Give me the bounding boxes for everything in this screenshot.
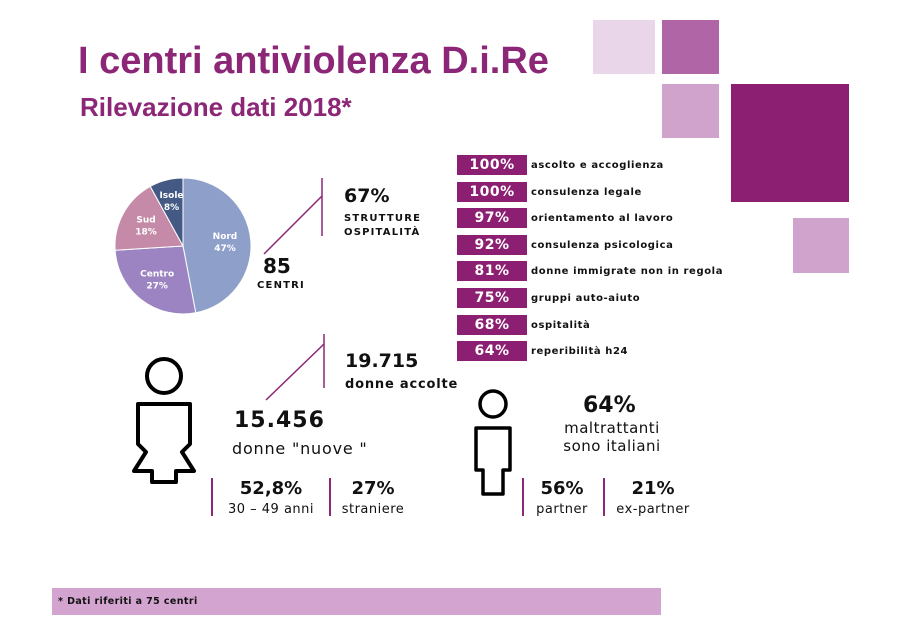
service-pct: 100%: [457, 182, 527, 202]
abusers-pct: 64%: [583, 393, 636, 418]
abusers-expartner-pct: 21%: [631, 478, 675, 499]
decor-square-dark: [731, 84, 849, 202]
women-new-label: donne "nuove ": [232, 439, 368, 458]
hospitality-line1: STRUTTURE: [344, 213, 422, 224]
centers-count: 85: [263, 254, 291, 278]
centers-label: CENTRI: [257, 280, 305, 291]
women-total: 19.715: [345, 350, 419, 372]
service-pct: 97%: [457, 208, 527, 228]
pie-value-label: 18%: [135, 228, 157, 238]
service-label: gruppi auto-aiuto: [531, 292, 641, 304]
service-label: consulenza legale: [531, 186, 642, 198]
pie-slice-sud: [114, 185, 184, 251]
service-row: 64% reperibilità h24: [457, 341, 628, 361]
service-pct: 64%: [457, 341, 527, 361]
service-row: 100% consulenza legale: [457, 182, 642, 202]
divider: [603, 478, 605, 516]
footnote-bar: * Dati riferiti a 75 centri: [52, 588, 661, 615]
service-label: reperibilità h24: [531, 345, 629, 357]
service-label: ospitalità: [531, 319, 591, 331]
women-foreign-label: straniere: [341, 502, 405, 517]
divider: [522, 478, 524, 516]
page-title: I centri antiviolenza D.i.Re: [78, 40, 549, 82]
service-pct: 75%: [457, 288, 527, 308]
abusers-partner-label: partner: [536, 502, 588, 517]
pie-value-label: 47%: [214, 244, 236, 254]
pie-label: Centro: [140, 269, 174, 279]
service-pct: 100%: [457, 155, 527, 175]
pie-chart: Nord 47% Centro 27% Sud 18% Isole 8%: [114, 177, 252, 315]
service-row: 97% orientamento al lavoro: [457, 208, 673, 228]
service-label: ascolto e accoglienza: [531, 159, 664, 171]
abusers-expartner-label: ex-partner: [616, 502, 690, 517]
women-foreign-stat: 27% straniere: [334, 478, 412, 517]
service-label: orientamento al lavoro: [531, 212, 674, 224]
footnote-text: * Dati riferiti a 75 centri: [58, 596, 198, 607]
divider: [329, 478, 331, 516]
decor-square-medium: [662, 20, 719, 74]
divider: [211, 478, 213, 516]
women-age-stat: 52,8% 30 – 49 anni: [216, 478, 326, 517]
woman-icon: [132, 357, 196, 484]
service-label: consulenza psicologica: [531, 239, 674, 251]
service-label: donne immigrate non in regola: [531, 265, 724, 277]
pie-label: Sud: [136, 216, 155, 226]
page-subtitle: Rilevazione dati 2018*: [80, 92, 352, 122]
women-total-label: donne accolte: [345, 377, 459, 392]
women-age-label: 30 – 49 anni: [227, 502, 315, 517]
service-row: 100% ascolto e accoglienza: [457, 155, 664, 175]
service-row: 75% gruppi auto-aiuto: [457, 288, 640, 308]
pie-label: Nord: [213, 232, 238, 242]
women-age-pct: 52,8%: [239, 478, 303, 499]
man-icon: [474, 389, 512, 496]
connector-line: [263, 178, 323, 255]
abusers-line2: sono italiani: [563, 437, 661, 455]
service-row: 92% consulenza psicologica: [457, 235, 673, 255]
connector-line-women: [265, 334, 325, 401]
pie-slice-nord: [182, 177, 252, 314]
abusers-expartner-stat: 21% ex-partner: [608, 478, 698, 517]
service-pct: 68%: [457, 315, 527, 335]
pie-slice-isole: [149, 177, 184, 247]
service-pct: 81%: [457, 261, 527, 281]
hospitality-line2: OSPITALITÀ: [344, 227, 421, 238]
decor-square-soft-small: [793, 218, 849, 273]
abusers-partner-stat: 56% partner: [527, 478, 597, 517]
service-row: 68% ospitalità: [457, 315, 590, 335]
abusers-line1: maltrattanti: [564, 419, 660, 437]
decor-square-light: [593, 20, 655, 74]
pie-slice-centro: [114, 245, 197, 315]
service-row: 81% donne immigrate non in regola: [457, 261, 723, 281]
pie-value-label: 27%: [146, 281, 168, 291]
hospitality-pct: 67%: [344, 185, 390, 207]
women-new-count: 15.456: [234, 408, 325, 433]
pie-value-label: 8%: [164, 203, 179, 213]
decor-square-soft: [662, 84, 719, 138]
pie-label: Isole: [159, 191, 183, 201]
women-foreign-pct: 27%: [351, 478, 395, 499]
service-pct: 92%: [457, 235, 527, 255]
abusers-partner-pct: 56%: [540, 478, 584, 499]
